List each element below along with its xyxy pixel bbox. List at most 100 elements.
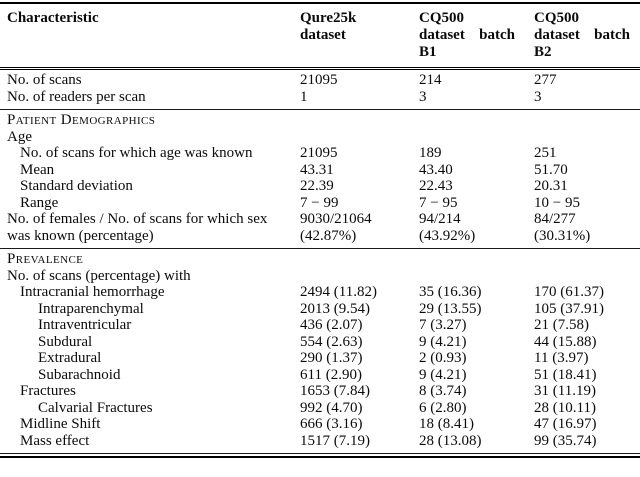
cell-value: 3 bbox=[419, 88, 427, 105]
table-row: Subarachnoid 611 (2.90) 9 (4.21) 51 (18.41) bbox=[0, 367, 640, 384]
table-bottom-rule bbox=[0, 453, 640, 458]
row-label: No. of females / No. of scans for which … bbox=[7, 211, 268, 244]
column-header-cq500-b2: CQ500 dataset batch B2 bbox=[534, 10, 640, 61]
cell-value: 2494 (11.82) bbox=[300, 284, 377, 300]
cell-value: 84/277 (30.31%) bbox=[534, 211, 591, 244]
cell-value: 214 bbox=[419, 72, 442, 88]
cell-value: 7 − 99 bbox=[300, 194, 339, 211]
table-section-counts: No. of scans 21095 214 277 No. of readers pe… bbox=[0, 70, 640, 109]
table-top-rule bbox=[0, 2, 640, 4]
cell-value: 170 (61.37) bbox=[534, 284, 604, 300]
row-label: Mass effect bbox=[20, 432, 90, 449]
row-label: Range bbox=[20, 194, 59, 211]
table-row: No. of scans 21095 214 277 bbox=[0, 72, 640, 89]
table-row: Extradural 290 (1.37) 2 (0.93) 11 (3.97) bbox=[0, 350, 640, 367]
table-row: Intracranial hemorrhage 2494 (11.82) 35 (1… bbox=[0, 284, 640, 301]
cell-value: 10 − 95 bbox=[534, 194, 580, 211]
column-header-line: CQ500 bbox=[419, 10, 464, 26]
row-label: Midline Shift bbox=[20, 416, 101, 432]
cell-value: 44 (15.88) bbox=[534, 333, 597, 350]
row-label: Calvarial Fractures bbox=[38, 399, 153, 416]
table-section-demographics: Patient Demographics Age No. of scans for … bbox=[0, 110, 640, 248]
column-header-cq500-b1: CQ500 dataset batch B1 bbox=[419, 10, 534, 61]
table-row: Standard deviation 22.39 22.43 20.31 bbox=[0, 178, 640, 195]
row-label: Subdural bbox=[38, 333, 93, 350]
column-header-line: dataset batch bbox=[419, 27, 515, 43]
section-title: Patient Demographics bbox=[7, 112, 156, 128]
row-label: No. of readers per scan bbox=[7, 88, 146, 105]
cell-value: 11 (3.97) bbox=[534, 350, 589, 366]
cell-value: 47 (16.97) bbox=[534, 416, 597, 432]
cell-value: 43.31 bbox=[300, 161, 334, 178]
table-row: Mean 43.31 43.40 51.70 bbox=[0, 162, 640, 179]
cell-value: 436 (2.07) bbox=[300, 317, 363, 333]
table-row: Range 7 − 99 7 − 95 10 − 95 bbox=[0, 195, 640, 212]
cell-value: 7 − 95 bbox=[419, 194, 458, 211]
cell-value: 28 (10.11) bbox=[534, 399, 596, 416]
table-row: Age bbox=[0, 129, 640, 146]
row-label: Mean bbox=[20, 161, 55, 178]
cell-value: 21 (7.58) bbox=[534, 317, 589, 333]
cell-value: 1653 (7.84) bbox=[300, 383, 370, 399]
row-label: Intraparenchymal bbox=[38, 300, 144, 317]
cell-value: 3 bbox=[534, 88, 542, 105]
cell-value: 94/214 (43.92%) bbox=[419, 211, 476, 244]
table-header-row: Characteristic Qure25k dataset CQ500 datase… bbox=[0, 4, 640, 67]
cell-value: 1 bbox=[300, 88, 308, 105]
cell-value: 9 (4.21) bbox=[419, 366, 467, 383]
row-label: No. of scans bbox=[7, 72, 82, 88]
row-label: Fractures bbox=[20, 383, 76, 399]
cell-value: 6 (2.80) bbox=[419, 399, 467, 416]
column-header-line: CQ500 bbox=[534, 10, 579, 26]
cell-value: 9030/21064 (42.87%) bbox=[300, 211, 372, 244]
row-label: Age bbox=[7, 128, 32, 145]
table-row: No. of scans for which age was known 2109… bbox=[0, 145, 640, 162]
header-separator-rule bbox=[0, 67, 640, 70]
row-label: Subarachnoid bbox=[38, 366, 121, 383]
column-header-line: dataset bbox=[300, 27, 346, 43]
table-section-prevalence: Prevalence No. of scans (percentage) with… bbox=[0, 249, 640, 453]
row-label: Standard deviation bbox=[20, 178, 133, 194]
cell-value: 290 (1.37) bbox=[300, 350, 363, 366]
cell-value: 105 (37.91) bbox=[534, 300, 604, 317]
cell-value: 666 (3.16) bbox=[300, 416, 363, 432]
row-label: Extradural bbox=[38, 350, 102, 366]
table-row: No. of scans (percentage) with bbox=[0, 268, 640, 285]
cell-value: 277 bbox=[534, 72, 557, 88]
cell-value: 2 (0.93) bbox=[419, 350, 467, 366]
cell-value: 554 (2.63) bbox=[300, 333, 363, 350]
table-row: Subdural 554 (2.63) 9 (4.21) 44 (15.88) bbox=[0, 334, 640, 351]
table-row: Mass effect 1517 (7.19) 28 (13.08) 99 (35.7… bbox=[0, 433, 640, 450]
cell-value: 22.43 bbox=[419, 178, 453, 194]
cell-value: 99 (35.74) bbox=[534, 432, 597, 449]
row-label: No. of scans (percentage) with bbox=[7, 267, 191, 284]
section-separator-rule bbox=[0, 248, 640, 249]
cell-value: 21095 bbox=[300, 72, 338, 88]
column-header-line: dataset batch bbox=[534, 27, 630, 43]
cell-value: 9 (4.21) bbox=[419, 333, 467, 350]
cell-value: 31 (11.19) bbox=[534, 383, 596, 399]
table-row: No. of readers per scan 1 3 3 bbox=[0, 89, 640, 106]
cell-value: 51.70 bbox=[534, 161, 568, 178]
cell-value: 18 (8.41) bbox=[419, 416, 474, 432]
column-header-line: B1 bbox=[419, 44, 437, 60]
cell-value: 22.39 bbox=[300, 178, 334, 194]
table-row: No. of females / No. of scans for which … bbox=[0, 211, 640, 244]
cell-value: 20.31 bbox=[534, 178, 568, 194]
cell-value: 611 (2.90) bbox=[300, 366, 362, 383]
cell-value: 43.40 bbox=[419, 161, 453, 178]
table-row: Intraparenchymal 2013 (9.54) 29 (13.55) 105… bbox=[0, 301, 640, 318]
section-separator-rule bbox=[0, 109, 640, 110]
cell-value: 1517 (7.19) bbox=[300, 432, 370, 449]
cell-value: 29 (13.55) bbox=[419, 300, 482, 317]
cell-value: 2013 (9.54) bbox=[300, 300, 370, 317]
table-row: Fractures 1653 (7.84) 8 (3.74) 31 (11.19) bbox=[0, 383, 640, 400]
row-label: Intraventricular bbox=[38, 317, 132, 333]
cell-value: 28 (13.08) bbox=[419, 432, 482, 449]
column-header-characteristic: Characteristic bbox=[7, 10, 99, 26]
column-header-qure25k: Qure25k dataset bbox=[300, 10, 419, 44]
cell-value: 21095 bbox=[300, 145, 338, 161]
cell-value: 35 (16.36) bbox=[419, 284, 482, 300]
cell-value: 7 (3.27) bbox=[419, 317, 467, 333]
row-label: No. of scans for which age was known bbox=[20, 145, 253, 161]
